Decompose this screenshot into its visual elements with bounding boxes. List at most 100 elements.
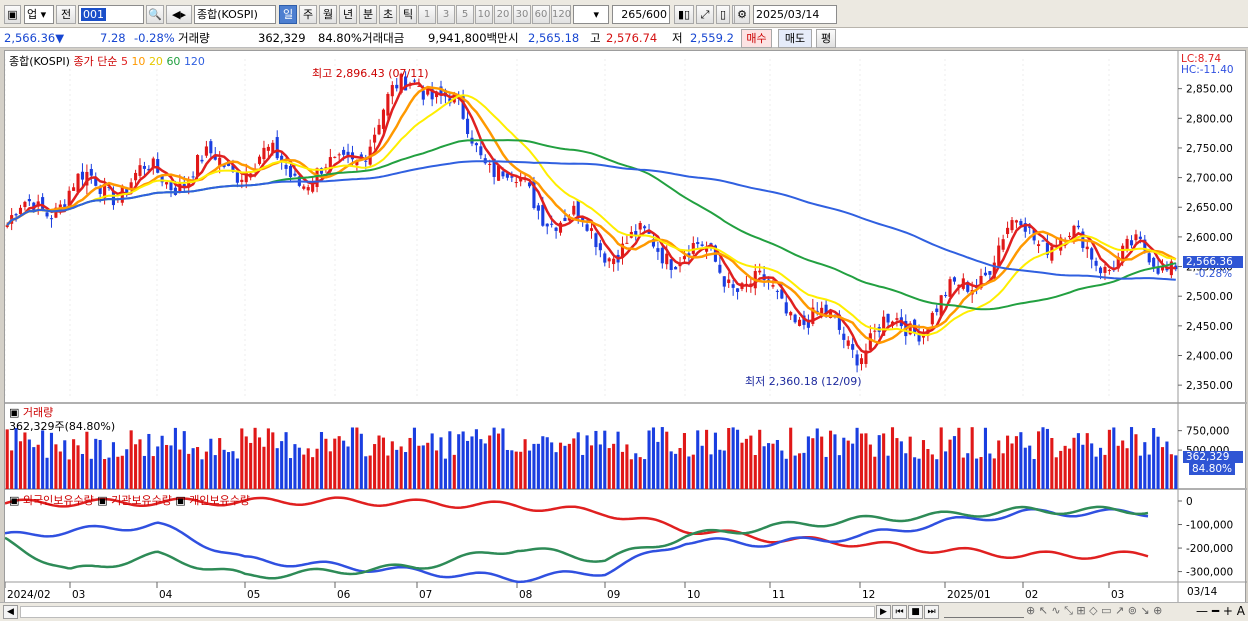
candle — [390, 85, 394, 97]
tab-yearly[interactable]: 년 — [339, 5, 357, 24]
volume-bar — [886, 455, 890, 489]
candle — [231, 165, 235, 172]
volume-bar — [970, 427, 974, 489]
y-tick-label: 0 — [1186, 496, 1193, 508]
xaxis-right-label: 03/14 — [1187, 586, 1218, 598]
candle — [1068, 235, 1072, 238]
candle — [952, 277, 957, 282]
window-menu-icon[interactable]: ▣ — [4, 5, 21, 24]
volume-bar — [603, 430, 607, 489]
interval-10[interactable]: 10 — [475, 5, 493, 24]
candle — [1116, 256, 1120, 269]
volume-bar — [740, 442, 744, 489]
y-tick-label: 2,600.00 — [1186, 232, 1233, 244]
stock-title: 종합(KOSPI) — [9, 55, 70, 68]
chart-type-icon[interactable]: ▮▯ — [674, 5, 694, 24]
draw-tool-icon[interactable]: ⤢ — [696, 5, 714, 24]
volume-bar — [576, 432, 580, 489]
candle — [257, 156, 262, 164]
volume-bar — [134, 444, 138, 489]
custom-interval-select[interactable]: ▾ — [573, 5, 609, 24]
high-label: 고 — [590, 31, 601, 45]
prev-button[interactable]: 전 — [56, 5, 76, 24]
tab-weekly[interactable]: 주 — [299, 5, 317, 24]
candle — [187, 179, 191, 188]
interval-3[interactable]: 3 — [437, 5, 455, 24]
volume-bar — [758, 429, 762, 489]
count-display[interactable]: 265/600 — [612, 5, 670, 24]
candle — [54, 207, 58, 218]
volume-bar — [983, 427, 988, 489]
date-input[interactable]: 2025/03/14 — [753, 5, 837, 24]
first-icon[interactable]: ⏮ — [892, 605, 907, 619]
low-label: 저 — [672, 31, 683, 45]
candle — [758, 270, 762, 273]
volume-bar — [147, 433, 151, 489]
candle — [1076, 225, 1080, 228]
tab-tick[interactable]: 틱 — [399, 5, 417, 24]
candle — [479, 146, 483, 156]
volume-bar — [594, 430, 598, 489]
volume-bar — [952, 436, 957, 489]
volume-bar — [545, 437, 549, 489]
interval-60[interactable]: 60 — [532, 5, 550, 24]
candle — [306, 187, 310, 191]
volume-bar — [957, 427, 961, 489]
candle — [859, 358, 864, 365]
interval-1[interactable]: 1 — [418, 5, 436, 24]
tab-monthly[interactable]: 월 — [319, 5, 337, 24]
candle — [811, 307, 815, 324]
avg-button[interactable]: 평 — [816, 29, 836, 48]
buy-button[interactable]: 매수 — [741, 29, 772, 48]
candle — [598, 243, 602, 251]
candle — [319, 168, 324, 174]
volume-bar — [479, 439, 483, 489]
volume-bar — [713, 432, 717, 489]
candle — [94, 177, 98, 186]
interval-5[interactable]: 5 — [456, 5, 474, 24]
market-select[interactable]: 업 ▾ — [24, 5, 54, 24]
candle — [213, 154, 217, 160]
tab-daily[interactable]: 일 — [279, 5, 297, 24]
scroll-right-icon[interactable]: ▶ — [876, 605, 891, 619]
y-tick-label: -200,000 — [1186, 543, 1233, 555]
zoom-controls-icon[interactable]: — ━ + A — [1196, 604, 1245, 618]
candle — [1072, 225, 1076, 240]
scroll-track[interactable] — [20, 606, 875, 618]
interval-20[interactable]: 20 — [494, 5, 512, 24]
stop-icon[interactable]: ■ — [908, 605, 923, 619]
draw-tools-icon[interactable]: ⊕ ↖ ∿ ⤡ ⊞ ◇ ▭ ↗ ⊚ ↘ ⊕ — [1026, 604, 1163, 617]
scroll-bar[interactable]: ◀ ▶ ⏮ ■ ⏭ ⊕ ↖ ∿ ⤡ ⊞ ◇ ▭ ↗ ⊚ ↘ ⊕ — ━ + A — [0, 602, 1248, 621]
volume-bar — [328, 451, 332, 489]
code-input[interactable]: 001 — [78, 5, 144, 24]
candle — [793, 314, 797, 323]
interval-30[interactable]: 30 — [513, 5, 531, 24]
tab-minute[interactable]: 분 — [359, 5, 377, 24]
volume-bar — [342, 440, 346, 489]
search-icon[interactable]: 🔍 — [146, 5, 164, 24]
stock-chart[interactable]: 2,850.00 2,800.00 2,750.00 2,700.00 2,650.00… — [4, 51, 1247, 604]
speaker-icon[interactable]: ◀▸ — [166, 5, 192, 24]
settings-icon[interactable]: ⚙ — [734, 5, 750, 24]
candle — [165, 182, 169, 185]
scroll-left-icon[interactable]: ◀ — [3, 605, 18, 619]
volume-bar — [643, 459, 647, 489]
candle — [935, 308, 939, 313]
candle — [948, 279, 952, 297]
x-tick-label: 12 — [862, 589, 875, 601]
volume-bar — [589, 445, 594, 489]
volume-bar — [864, 433, 868, 489]
interval-120[interactable]: 120 — [551, 5, 571, 24]
zoom-slider[interactable] — [944, 606, 1024, 618]
sell-button[interactable]: 매도 — [778, 29, 812, 48]
candle — [651, 239, 656, 247]
candle — [364, 160, 368, 162]
volume-bar — [567, 443, 571, 489]
volume-bar — [1174, 455, 1178, 489]
candle — [536, 205, 540, 211]
candle — [541, 205, 545, 226]
tab-second[interactable]: 초 — [379, 5, 397, 24]
current-pct-tag: -0.28% — [1195, 268, 1233, 280]
last-icon[interactable]: ⏭ — [924, 605, 939, 619]
toggle-icon[interactable]: ▯ — [716, 5, 730, 24]
